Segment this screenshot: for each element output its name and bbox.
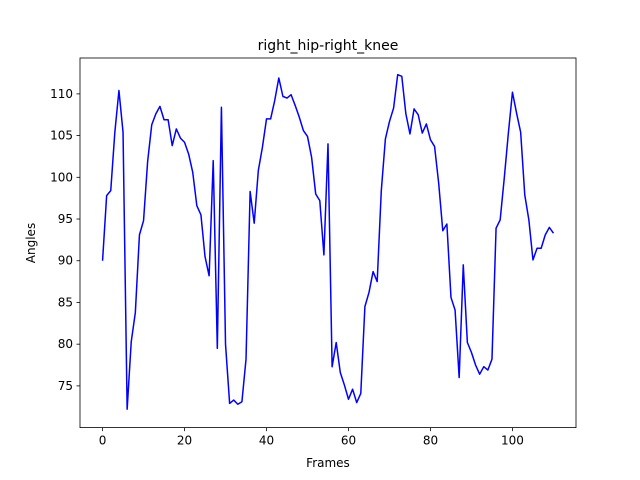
y-tick-label: 85	[58, 295, 73, 309]
y-tick-label: 95	[58, 212, 73, 226]
chart-title: right_hip-right_knee	[258, 38, 399, 54]
plot-area	[80, 58, 576, 428]
y-tick-label: 110	[50, 87, 73, 101]
y-tick-label: 100	[50, 170, 73, 184]
x-tick-label: 40	[259, 434, 274, 448]
x-axis-ticks: 0 20 40 60 80 100	[99, 427, 524, 448]
x-tick-label: 0	[99, 434, 107, 448]
x-tick-label: 20	[177, 434, 192, 448]
series-line	[101, 73, 555, 410]
plot-frame	[79, 57, 577, 429]
y-axis-ticks: 75 80 85 90 95 100 105 110	[50, 87, 80, 393]
x-tick-label: 100	[501, 434, 524, 448]
y-tick-label: 105	[50, 129, 73, 143]
y-tick-label: 75	[58, 379, 73, 393]
y-axis-label: Angles	[24, 223, 38, 263]
x-tick-label: 80	[423, 434, 438, 448]
y-tick-label: 80	[58, 337, 73, 351]
x-axis-label: Frames	[306, 456, 350, 470]
x-tick-label: 60	[341, 434, 356, 448]
y-tick-label: 90	[58, 254, 73, 268]
